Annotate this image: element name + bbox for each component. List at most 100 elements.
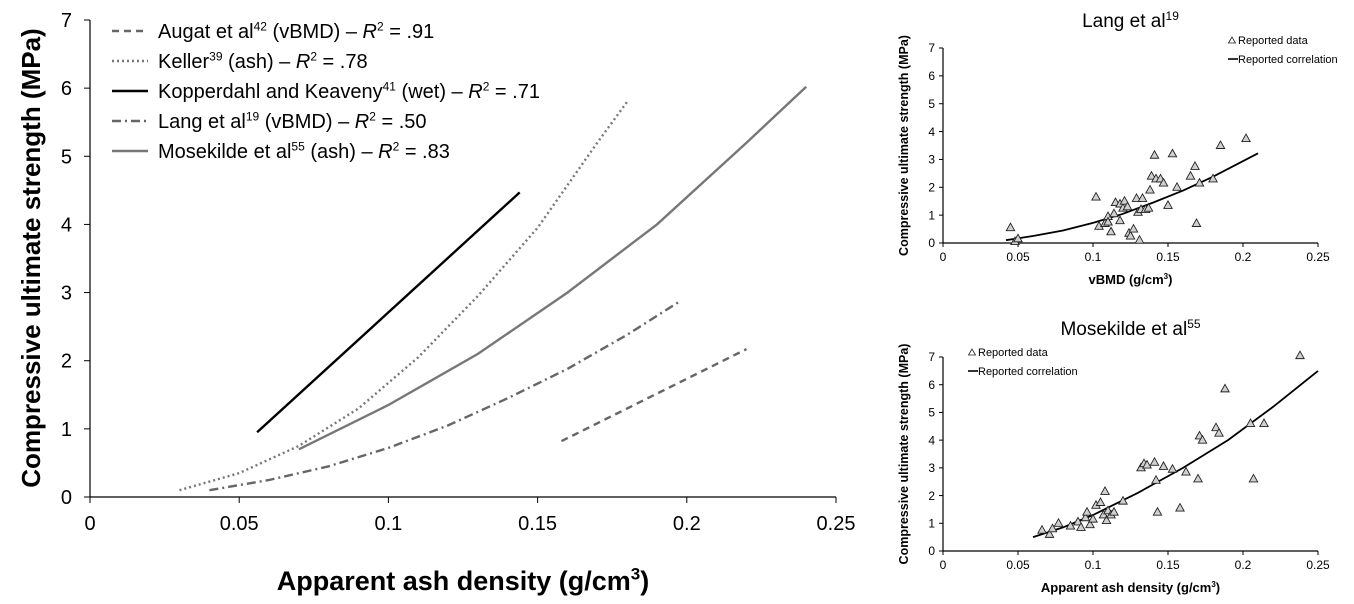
data-point <box>1191 218 1202 227</box>
y-tick-label: 6 <box>928 69 935 83</box>
x-tick-label: 0 <box>84 513 95 535</box>
correlation-line <box>1005 152 1259 242</box>
series-line-1 <box>560 348 748 443</box>
legend-label-5: Mosekilde et al55 (ash) – R2 = .83 <box>158 139 450 163</box>
y-axis-title: Compressive ultimate strength (MPa) <box>897 35 911 256</box>
data-point <box>1241 133 1251 142</box>
data-point <box>1145 184 1155 194</box>
legend: Reported data Reported correlation <box>967 347 1078 378</box>
data-point <box>1088 513 1098 523</box>
data-point <box>1100 485 1110 495</box>
y-tick-label: 1 <box>928 516 935 530</box>
y-tick-label: 0 <box>928 544 935 558</box>
data-point <box>1076 522 1086 531</box>
y-tick-label: 5 <box>928 406 935 420</box>
series-line-4 <box>209 299 682 492</box>
data-point <box>1245 418 1256 427</box>
x-tick-label: 0.2 <box>1235 558 1252 572</box>
data-point <box>1134 234 1145 244</box>
scatter-chart-2: 0 0.05 0.1 0.15 0.2 0.25 0 1 2 3 4 5 6 7 Mosekilde et … <box>897 317 1330 595</box>
data-point <box>1214 427 1224 437</box>
y-axis-title: Compressive ultimate strength (MPa) <box>897 344 911 565</box>
y-tick-label: 7 <box>928 350 935 364</box>
legend-label-data: Reported data <box>1238 35 1309 47</box>
data-point <box>1082 506 1092 516</box>
data-point <box>1211 422 1221 432</box>
data-point <box>1163 199 1173 209</box>
x-tick-label: 0 <box>940 250 947 264</box>
x-tick-label: 0.05 <box>1006 250 1030 264</box>
series-line-2 <box>179 101 629 492</box>
data-point <box>1128 223 1139 233</box>
data-point <box>1259 418 1269 427</box>
x-tick-label: 0.25 <box>1306 558 1330 572</box>
y-tick-label: 4 <box>928 125 935 139</box>
data-point <box>1065 520 1076 530</box>
data-point <box>1091 191 1101 201</box>
data-point <box>1037 524 1047 534</box>
y-tick-label: 2 <box>61 351 72 373</box>
data-point <box>1143 202 1154 212</box>
data-point <box>1044 528 1055 538</box>
x-axis-title: vBMD (g/cm3) <box>1089 272 1173 287</box>
x-tick-label: 0.2 <box>673 513 701 535</box>
legend-label-4: Lang et al19 (vBMD) – R2 = .50 <box>158 109 427 133</box>
y-tick-label: 2 <box>928 489 935 503</box>
x-tick-label: 0.2 <box>1235 250 1252 264</box>
x-tick-label: 0.15 <box>1156 250 1180 264</box>
data-point <box>1295 350 1305 360</box>
x-axis-title: Apparent ash density (g/cm3) <box>1041 580 1220 595</box>
correlation-line <box>1032 370 1319 538</box>
legend-label-2: Keller39 (ash) – R2 = .78 <box>158 49 368 73</box>
y-tick-label: 4 <box>928 433 935 447</box>
data-point <box>1185 170 1196 180</box>
data-point <box>1137 193 1148 202</box>
data-point <box>1152 506 1163 516</box>
x-tick-label: 0.1 <box>1085 558 1102 572</box>
data-point <box>1142 459 1152 469</box>
y-tick-label: 1 <box>61 419 72 441</box>
y-tick-label: 6 <box>928 378 935 392</box>
x-axis-title: Apparent ash density (g/cm3) <box>277 565 650 596</box>
x-tick-label: 0.25 <box>817 513 856 535</box>
data-point <box>1103 216 1113 226</box>
series-line-5 <box>298 85 808 451</box>
data-point <box>1109 208 1119 218</box>
data-point <box>1106 226 1116 236</box>
legend: Augat et al42 (vBMD) – R2 = .91 Keller39 … <box>112 19 540 163</box>
x-tick-label: 0.1 <box>374 513 402 535</box>
y-tick-label: 2 <box>928 180 935 194</box>
data-point <box>1131 193 1142 202</box>
x-tick-label: 0.15 <box>1156 558 1180 572</box>
x-tick-label: 0.05 <box>220 513 259 535</box>
data-point <box>1172 181 1182 191</box>
x-tick-label: 0.05 <box>1006 558 1030 572</box>
data-point <box>1197 434 1208 444</box>
data-point <box>1013 233 1023 243</box>
x-tick-label: 0.1 <box>1085 250 1102 264</box>
data-point <box>1119 195 1130 205</box>
y-tick-label: 3 <box>61 283 72 305</box>
y-axis-title: Compressive ultimate strength (MPa) <box>16 28 46 487</box>
data-point <box>1149 456 1160 466</box>
chart-title: Lang et al19 <box>1082 9 1179 32</box>
data-point <box>1085 519 1095 529</box>
data-point <box>1215 140 1226 149</box>
data-point <box>1158 177 1169 187</box>
y-tick-label: 4 <box>61 214 72 236</box>
data-point <box>1118 495 1128 505</box>
data-point <box>1248 473 1259 483</box>
y-tick-label: 6 <box>61 78 72 100</box>
data-point <box>1005 222 1016 232</box>
data-point <box>1115 215 1125 225</box>
y-tick-label: 7 <box>928 41 935 55</box>
data-point <box>1122 201 1133 211</box>
scatter-chart-1: 0 0.05 0.1 0.15 0.2 0.25 0 1 2 3 4 5 6 7 Lang et al19 v… <box>897 9 1338 287</box>
legend-marker <box>1227 36 1237 44</box>
data-point <box>1073 516 1083 526</box>
data-point <box>1194 177 1205 187</box>
data-point <box>1190 160 1200 170</box>
data-point <box>1181 466 1191 476</box>
data-point <box>1101 515 1112 524</box>
